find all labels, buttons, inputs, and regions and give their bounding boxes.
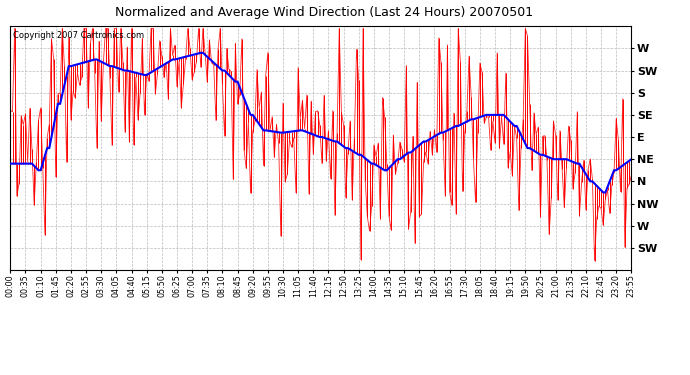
Text: Copyright 2007 Cartronics.com: Copyright 2007 Cartronics.com bbox=[14, 31, 145, 40]
Text: Normalized and Average Wind Direction (Last 24 Hours) 20070501: Normalized and Average Wind Direction (L… bbox=[115, 6, 533, 19]
